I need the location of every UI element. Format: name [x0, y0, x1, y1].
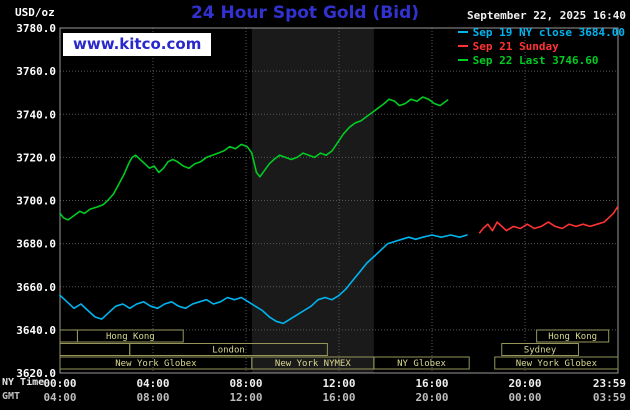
y-tick-label: 3760.0 [16, 65, 56, 78]
y-tick-label: 3680.0 [16, 238, 56, 251]
session-box [373, 356, 470, 370]
legend-swatch-sep22 [457, 59, 468, 61]
legend-swatch-sep21 [457, 45, 468, 47]
legend: Sep 19 NY close 3684.00 Sep 21 Sunday Se… [457, 25, 625, 67]
gmt-axis-label: GMT [2, 391, 21, 402]
session-box [494, 356, 619, 370]
session-box [59, 343, 131, 356]
y-tick-label: 3740.0 [16, 108, 56, 121]
session-box [129, 343, 328, 356]
x-tick-ny-time: 23:59 [593, 377, 626, 390]
datetime-label: September 22, 2025 16:40 [467, 9, 626, 22]
session-label: Sydney [524, 346, 557, 356]
legend-label-sep22: Sep 22 Last 3746.60 [472, 53, 599, 67]
x-tick-gmt: 04:00 [43, 391, 76, 404]
session-box [59, 329, 78, 343]
kitco-watermark-link[interactable]: www.kitco.com [63, 33, 212, 56]
series-sep21 [478, 206, 619, 234]
ny-time-axis-label: NY Time [2, 377, 45, 388]
session-label: London [212, 346, 245, 356]
y-tick-label: 3620.0 [16, 367, 56, 380]
series-sep22 [59, 96, 449, 221]
session-label: New York Globex [115, 359, 197, 369]
legend-item-sep21: Sep 21 Sunday [457, 39, 625, 53]
legend-item-sep22: Sep 22 Last 3746.60 [457, 53, 625, 67]
session-box [501, 343, 579, 356]
x-tick-ny-time: 00:00 [43, 377, 76, 390]
x-tick-gmt: 20:00 [415, 391, 448, 404]
legend-item-sep19: Sep 19 NY close 3684.00 [457, 25, 625, 39]
x-tick-ny-time: 20:00 [508, 377, 541, 390]
chart-title: 24 Hour Spot Gold (Bid) [190, 3, 420, 23]
session-box [76, 329, 184, 343]
y-tick-label: 3660.0 [16, 281, 56, 294]
x-tick-ny-time: 16:00 [415, 377, 448, 390]
x-tick-ny-time: 04:00 [136, 377, 169, 390]
session-label: New York NYMEX [275, 359, 351, 369]
x-tick-gmt: 03:59 [593, 391, 626, 404]
session-box [536, 329, 610, 343]
y-tick-label: 3780.0 [16, 22, 56, 35]
series-sep19 [59, 234, 468, 325]
legend-label-sep19: Sep 19 NY close 3684.00 [472, 25, 625, 39]
session-label: Hong Kong [106, 332, 155, 342]
plot-border [59, 27, 619, 374]
y-tick-label: 3720.0 [16, 151, 56, 164]
x-tick-gmt: 16:00 [322, 391, 355, 404]
x-tick-ny-time: 12:00 [322, 377, 355, 390]
unit-label: USD/oz [15, 6, 55, 19]
session-label: NY Globex [397, 359, 446, 369]
x-tick-gmt: 08:00 [136, 391, 169, 404]
x-tick-ny-time: 08:00 [229, 377, 262, 390]
x-tick-gmt: 00:00 [508, 391, 541, 404]
y-tick-label: 3640.0 [16, 324, 56, 337]
x-tick-gmt: 12:00 [229, 391, 262, 404]
session-label: Hong Kong [548, 332, 597, 342]
y-tick-label: 3700.0 [16, 195, 56, 208]
legend-swatch-sep19 [457, 31, 468, 33]
legend-label-sep21: Sep 21 Sunday [472, 39, 559, 53]
session-label: New York Globex [516, 359, 598, 369]
